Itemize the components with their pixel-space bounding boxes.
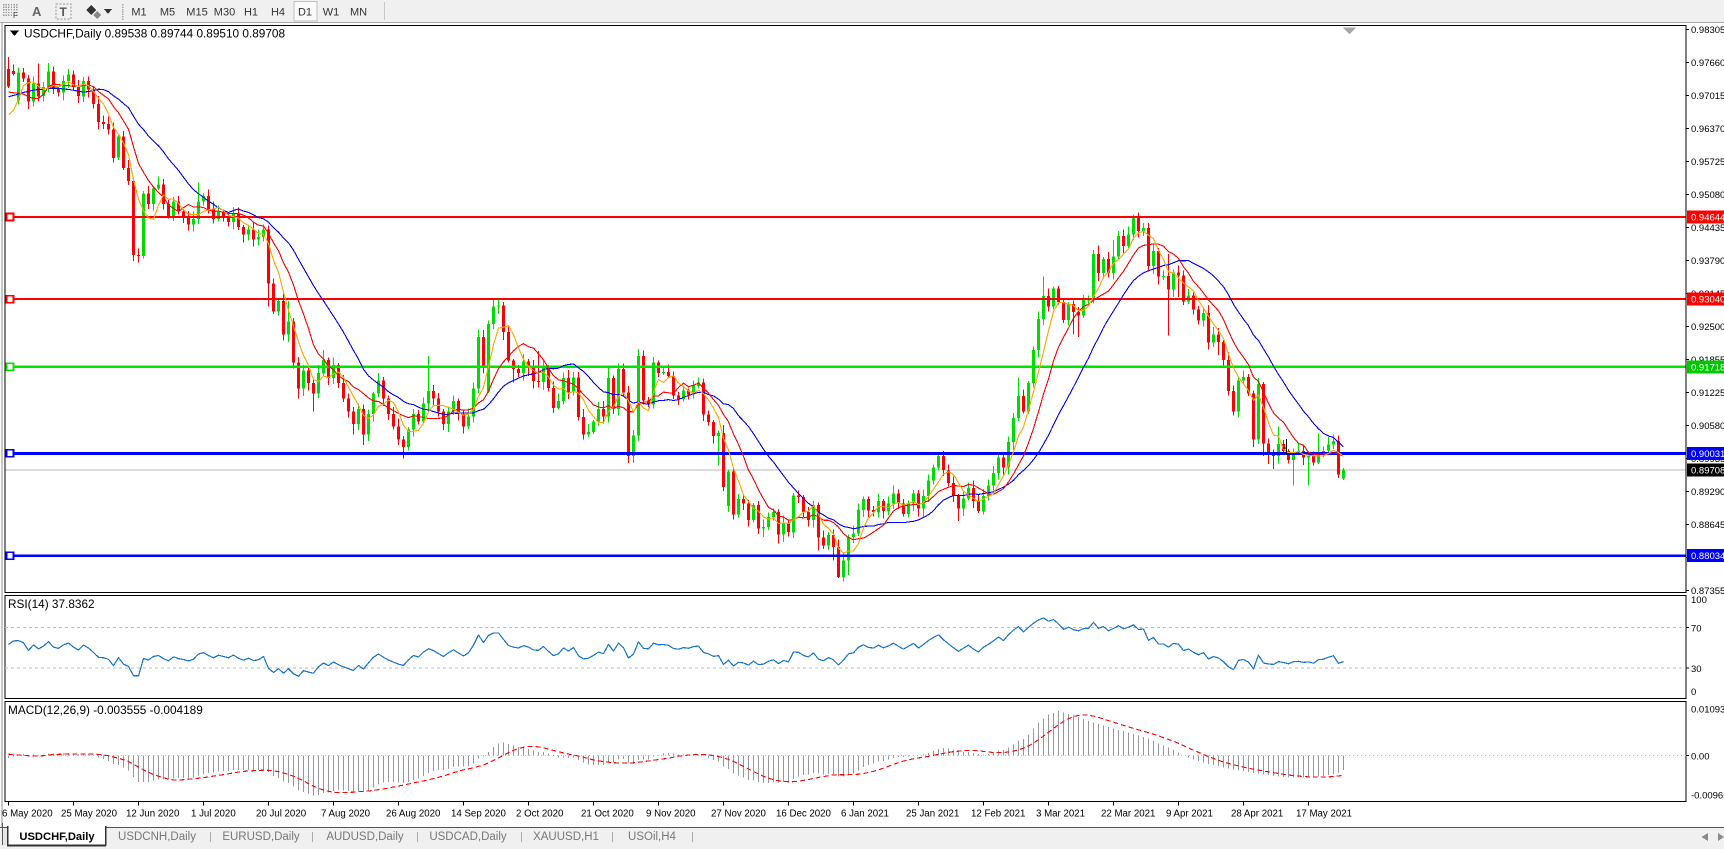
svg-text:0.95080: 0.95080 [1691,190,1724,201]
svg-text:6 May 2020: 6 May 2020 [2,809,53,820]
svg-text:H4: H4 [271,7,285,19]
svg-text:30: 30 [1691,664,1702,675]
svg-text:RSI(14) 37.8362: RSI(14) 37.8362 [8,597,95,611]
svg-text:22 Mar 2021: 22 Mar 2021 [1101,809,1155,820]
svg-text:USDCHF,Daily 0.89538 0.89744: USDCHF,Daily 0.89538 0.89744 0.89510 0.8… [24,27,285,41]
svg-text:0.88034: 0.88034 [1691,551,1724,562]
svg-text:9 Nov 2020: 9 Nov 2020 [646,809,696,820]
svg-text:17 May 2021: 17 May 2021 [1296,809,1352,820]
svg-text:9 Apr 2021: 9 Apr 2021 [1166,809,1213,820]
svg-text:0.00: 0.00 [1691,751,1710,762]
svg-text:MACD(12,26,9) -0.003555 -0.004: MACD(12,26,9) -0.003555 -0.004189 [8,703,203,717]
svg-text:0.90580: 0.90580 [1691,421,1724,432]
svg-text:0.89708: 0.89708 [1691,465,1724,476]
svg-text:26 Aug 2020: 26 Aug 2020 [386,809,441,820]
svg-text:2 Oct 2020: 2 Oct 2020 [516,809,564,820]
svg-text:0.93790: 0.93790 [1691,256,1724,267]
svg-text:0.010933: 0.010933 [1691,705,1724,716]
svg-text:MN: MN [350,7,367,19]
svg-text:25 May 2020: 25 May 2020 [61,809,118,820]
svg-text:20 Jul 2020: 20 Jul 2020 [256,809,307,820]
svg-text:F: F [13,11,18,20]
svg-text:25 Jan 2021: 25 Jan 2021 [906,809,959,820]
svg-text:27 Nov 2020: 27 Nov 2020 [711,809,767,820]
svg-text:0.90031: 0.90031 [1691,449,1724,460]
svg-text:0.87355: 0.87355 [1691,586,1724,597]
svg-text:28 Apr 2021: 28 Apr 2021 [1231,809,1283,820]
svg-text:USDCHF,Daily: USDCHF,Daily [19,831,95,843]
svg-text:14 Sep 2020: 14 Sep 2020 [451,809,507,820]
svg-text:M1: M1 [131,7,146,19]
svg-text:EURUSD,Daily: EURUSD,Daily [222,831,300,843]
svg-text:D1: D1 [298,7,312,19]
svg-text:0.98305: 0.98305 [1691,25,1724,36]
svg-text:1 Jul 2020: 1 Jul 2020 [191,809,236,820]
svg-text:70: 70 [1691,623,1702,634]
svg-text:12 Feb 2021: 12 Feb 2021 [971,809,1025,820]
svg-text:W1: W1 [323,7,340,19]
svg-text:16 Dec 2020: 16 Dec 2020 [776,809,832,820]
svg-text:A: A [32,4,42,19]
svg-text:USOil,H4: USOil,H4 [628,831,677,843]
svg-text:0.94435: 0.94435 [1691,223,1724,234]
svg-text:M15: M15 [186,7,207,19]
svg-text:0.96370: 0.96370 [1691,124,1724,135]
svg-text:0: 0 [1691,687,1696,698]
svg-text:0.97660: 0.97660 [1691,58,1724,69]
svg-text:6 Jan 2021: 6 Jan 2021 [841,809,889,820]
svg-text:0.97015: 0.97015 [1691,91,1724,102]
svg-text:0.88645: 0.88645 [1691,520,1724,531]
svg-text:-0.00965: -0.00965 [1691,791,1724,802]
svg-text:AUDUSD,Daily: AUDUSD,Daily [326,831,404,843]
svg-text:0.91718: 0.91718 [1691,362,1724,373]
svg-text:H1: H1 [244,7,258,19]
svg-text:XAUUSD,H1: XAUUSD,H1 [533,831,599,843]
svg-text:USDCAD,Daily: USDCAD,Daily [429,831,507,843]
svg-text:0.95725: 0.95725 [1691,157,1724,168]
svg-text:12 Jun 2020: 12 Jun 2020 [126,809,180,820]
svg-text:M5: M5 [160,7,175,19]
svg-text:7 Aug 2020: 7 Aug 2020 [321,809,371,820]
svg-text:M30: M30 [214,7,235,19]
svg-text:0.93040: 0.93040 [1691,295,1724,306]
svg-text:0.91225: 0.91225 [1691,388,1724,399]
svg-text:USDCNH,Daily: USDCNH,Daily [118,831,196,843]
svg-text:0.89290: 0.89290 [1691,487,1724,498]
svg-text:0.92500: 0.92500 [1691,322,1724,333]
svg-text:3 Mar 2021: 3 Mar 2021 [1036,809,1085,820]
svg-text:100: 100 [1691,595,1707,606]
svg-text:21 Oct 2020: 21 Oct 2020 [581,809,634,820]
svg-text:T: T [60,5,68,19]
svg-text:0.94644: 0.94644 [1691,213,1724,224]
